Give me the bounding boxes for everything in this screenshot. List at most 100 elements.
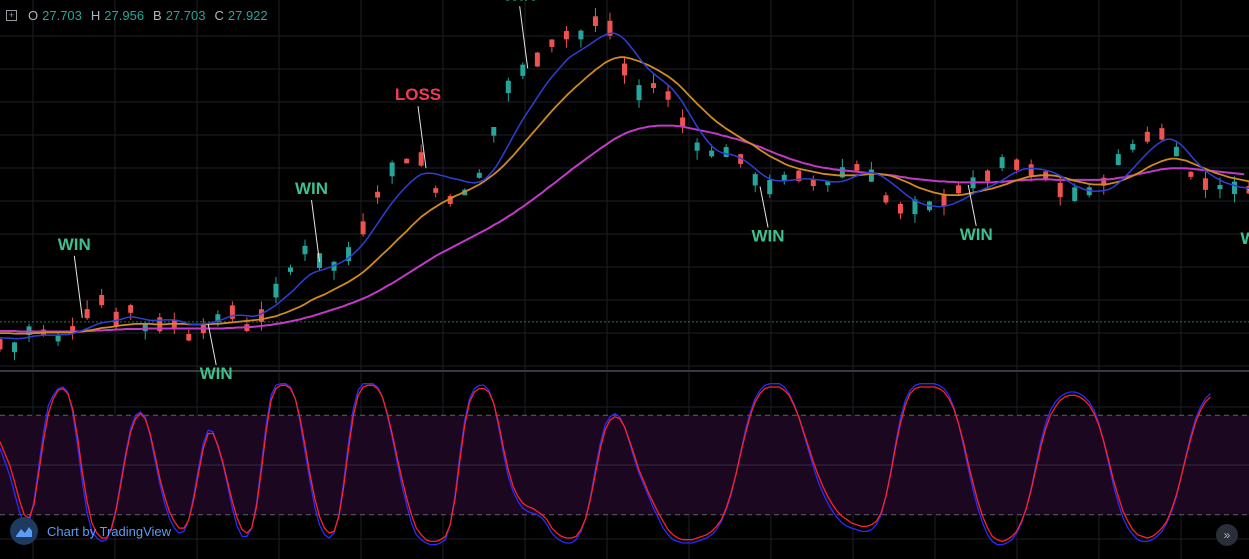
win-label: WIN [960,225,993,244]
candle-down [738,154,744,164]
candle-down [651,83,657,88]
candle-up [389,162,395,177]
tradingview-logo-icon [10,517,38,545]
candle-up [12,342,18,353]
win-label: WIN [503,0,536,4]
open-value: 27.703 [42,8,82,23]
win-label: WIN [58,235,91,254]
candle-up [723,147,729,157]
candle-up [346,247,352,261]
high-label: H [90,8,101,23]
signal-pointer [73,255,83,318]
candle-down [622,63,627,76]
candle-down [897,203,903,214]
trade-signals: WINWINWINLOSSWINWINWINWINWIN [58,0,1249,383]
candle-down [941,194,947,207]
candle-up [215,314,221,322]
candle-down [186,333,192,341]
win-label: WIN [295,179,328,198]
candle-down [985,170,991,182]
win-label: WIN [752,226,785,245]
candle-up [55,335,61,342]
candle-down [418,152,424,166]
candle-down [563,31,569,40]
stochastic-oscillator [0,383,1211,546]
candle-down [883,195,889,203]
candle-up [1072,187,1078,202]
candle-down [84,309,90,319]
candle-up [999,157,1005,169]
candle-down [1188,171,1194,177]
signal-pointer [759,186,769,228]
candle-up [1217,185,1223,190]
candle-up [505,80,511,94]
candle-up [767,180,773,195]
candle-up [839,167,845,178]
loss-label: LOSS [395,85,441,104]
candle-down [592,16,598,26]
candle-down [0,339,3,350]
candle-up [520,64,526,76]
tradingview-branding[interactable]: Chart by TradingView [10,517,171,545]
candle-down [404,158,410,164]
candle-up [825,180,831,186]
candle-up [868,169,874,182]
win-label: WIN [1240,229,1249,248]
candle-down [1159,128,1165,140]
candle-down [680,117,686,127]
expand-icon[interactable]: + [6,10,17,21]
ohlc-legend: + O 27.703 H 27.956 B 27.703 C 27.922 [6,8,268,23]
signal-pointer [207,323,217,366]
body-value: 27.703 [165,8,206,23]
open-label: O [28,8,39,23]
candle-up [1130,143,1136,150]
win-label: WIN [200,364,233,383]
candle-down [433,188,439,193]
candle-up [912,199,918,215]
candle-up [287,267,293,272]
candle-down [229,305,235,319]
candle-down [534,52,540,67]
candle-up [636,85,642,101]
signal-pointer [519,6,529,69]
ma-fast-line [0,32,1249,340]
candle-down [796,170,802,182]
candle-down [810,179,816,187]
candle-down [1014,159,1020,170]
close-label: C [214,8,224,23]
branding-text: Chart by TradingView [47,523,172,539]
candle-down [1101,177,1107,186]
candle-down [375,191,381,198]
candle-down [113,311,119,327]
candle-down [665,91,671,100]
candle-down [1028,164,1034,177]
double-chevron-right-icon: » [1223,528,1231,542]
candle-down [258,309,264,322]
candle-up [752,174,758,186]
candle-down [70,326,76,331]
candle-up [273,283,279,298]
candle-up [302,245,308,255]
candle-down [128,305,134,313]
high-value: 27.956 [104,8,145,23]
stochastic-d-line [0,384,1211,543]
candle-up [476,172,482,178]
candle-down [1246,186,1249,194]
candle-down [956,185,962,194]
candle-up [491,127,497,136]
stochastic-band [0,414,1249,516]
candle-down [1057,182,1063,198]
stochastic-k-line [0,383,1211,546]
candle-down [607,20,613,36]
body-label: B [153,8,162,23]
candle-up [578,30,584,40]
scroll-to-realtime-button[interactable]: » [1216,524,1238,546]
candle-up [1231,181,1237,194]
signal-pointer [311,199,321,263]
candle-down [549,39,555,47]
candle-down [854,164,860,171]
close-value: 27.922 [227,8,268,23]
win-label: WIN [1240,229,1249,248]
candle-up [781,174,787,181]
